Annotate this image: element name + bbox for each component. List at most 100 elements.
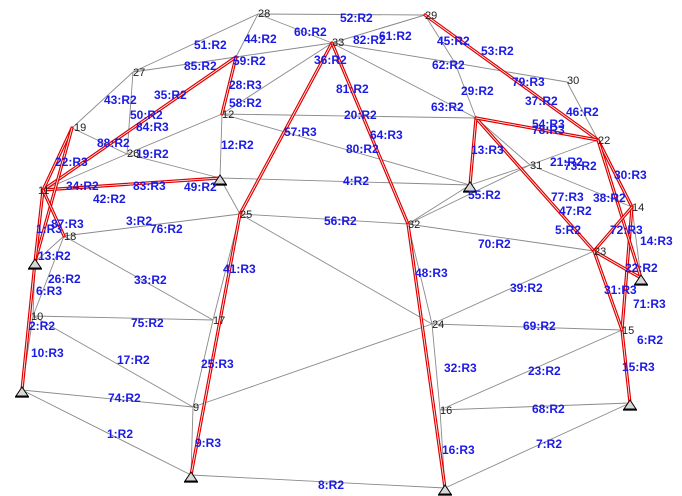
frame-edge (221, 113, 471, 186)
frame-edge (21, 389, 192, 476)
member-label: 81:R2 (336, 82, 369, 96)
frame-edge (32, 235, 65, 317)
node-label: 11 (38, 185, 49, 197)
frame-edge (34, 235, 65, 263)
member-label: 5:R2 (555, 223, 581, 237)
member-label: 15:R3 (622, 360, 655, 374)
member-label: 34:R2 (66, 179, 99, 193)
node-label: 17 (213, 315, 225, 327)
frame-edge (529, 164, 633, 208)
member-label: 8:R2 (318, 478, 344, 492)
frame-edge (32, 315, 214, 321)
frame-edge (331, 42, 477, 119)
member-label: 13:R2 (38, 249, 71, 263)
structural-member-highlight (331, 42, 409, 225)
member-label: 74:R2 (108, 391, 141, 405)
member-label: 4:R2 (343, 174, 369, 188)
member-label: 75:R2 (131, 316, 164, 330)
member-label: 61:R2 (379, 29, 412, 43)
member-label: 44:R2 (244, 32, 277, 46)
member-label: 35:R2 (154, 88, 187, 102)
node-label: 31 (530, 160, 542, 172)
member-label: 30:R3 (614, 168, 647, 182)
frame-edge (32, 315, 194, 408)
support-icon (15, 386, 29, 398)
member-label: 59:R2 (233, 54, 266, 68)
node-label: 9 (193, 402, 199, 414)
member-label: 77:R3 (551, 190, 584, 204)
frame-edge (132, 13, 259, 73)
member-label: 69:R2 (523, 319, 556, 333)
member-label: 84:R3 (136, 120, 169, 134)
frame-edge (529, 139, 599, 166)
frame-edge (219, 113, 223, 179)
member-label: 7:R2 (536, 437, 562, 451)
member-label: 17:R2 (117, 353, 150, 367)
node-label: 25 (240, 209, 252, 221)
structural-member-highlight (597, 139, 642, 279)
structural-member-highlight (593, 250, 642, 279)
member-label: 10:R3 (31, 346, 64, 360)
member-label: 39:R2 (510, 281, 543, 295)
structural-member-highlight (42, 56, 237, 191)
member-label: 6:R2 (637, 333, 663, 347)
frame-edge (444, 402, 631, 489)
member-label: 78:R3 (532, 123, 565, 137)
member-label: 71:R3 (633, 297, 666, 311)
member-label: 33:R2 (134, 273, 167, 287)
member-label: 46:R2 (566, 105, 599, 119)
member-label: 54:R3 (532, 117, 565, 131)
member-label: 43:R2 (104, 93, 137, 107)
frame-edge (63, 213, 241, 237)
node-label: 32 (408, 219, 420, 231)
member-label: 58:R2 (229, 96, 262, 110)
frame-edge (132, 56, 237, 73)
frame-edge (407, 223, 433, 325)
frame-edge (431, 323, 623, 331)
frame-edge (631, 206, 642, 279)
member-label: 20:R2 (344, 108, 377, 122)
member-label: 57:R3 (284, 125, 317, 139)
node-label: 15 (622, 325, 634, 337)
frame-edge (431, 250, 595, 325)
node-label: 27 (133, 67, 145, 79)
member-label: 1:R3 (36, 222, 62, 236)
frame-edge (235, 42, 333, 58)
member-label: 70:R2 (478, 237, 511, 251)
member-label: 32:R3 (444, 361, 477, 375)
structural-member-highlight (42, 127, 73, 191)
structural-member-highlight (475, 117, 595, 252)
frame-edge (331, 42, 456, 64)
member-label: 16:R3 (442, 443, 475, 457)
node-label: 29 (425, 10, 437, 22)
structural-member-highlight (21, 261, 36, 391)
frame-edge (126, 71, 134, 155)
member-label: 36:R2 (314, 53, 347, 67)
member-label: 38:R2 (593, 191, 626, 205)
frame-edge (192, 323, 433, 408)
member-label: 14:R3 (640, 234, 673, 248)
structural-member-highlight (621, 329, 631, 404)
member-label: 63:R2 (431, 100, 464, 114)
member-label: 80:R2 (346, 142, 379, 156)
structural-member-highlight (475, 117, 599, 141)
node-label: 19 (74, 122, 86, 134)
member-label: 3:R2 (126, 214, 152, 228)
member-label: 9:R3 (195, 436, 221, 450)
member-label: 13:R3 (471, 143, 504, 157)
member-label: 68:R2 (532, 402, 565, 416)
frame-edge (219, 177, 471, 186)
frame-edge (424, 14, 456, 64)
frame-edge (239, 213, 409, 225)
member-label: 62:R2 (432, 58, 465, 72)
member-label: 26:R2 (48, 272, 81, 286)
structural-member-highlight (239, 42, 333, 215)
member-label: 45:R2 (437, 34, 470, 48)
frame-edge (566, 81, 599, 141)
member-label: 22:R3 (55, 155, 88, 169)
member-label: 51:R2 (194, 38, 227, 52)
node-label: 14 (632, 202, 644, 214)
frame-edge (431, 323, 441, 411)
